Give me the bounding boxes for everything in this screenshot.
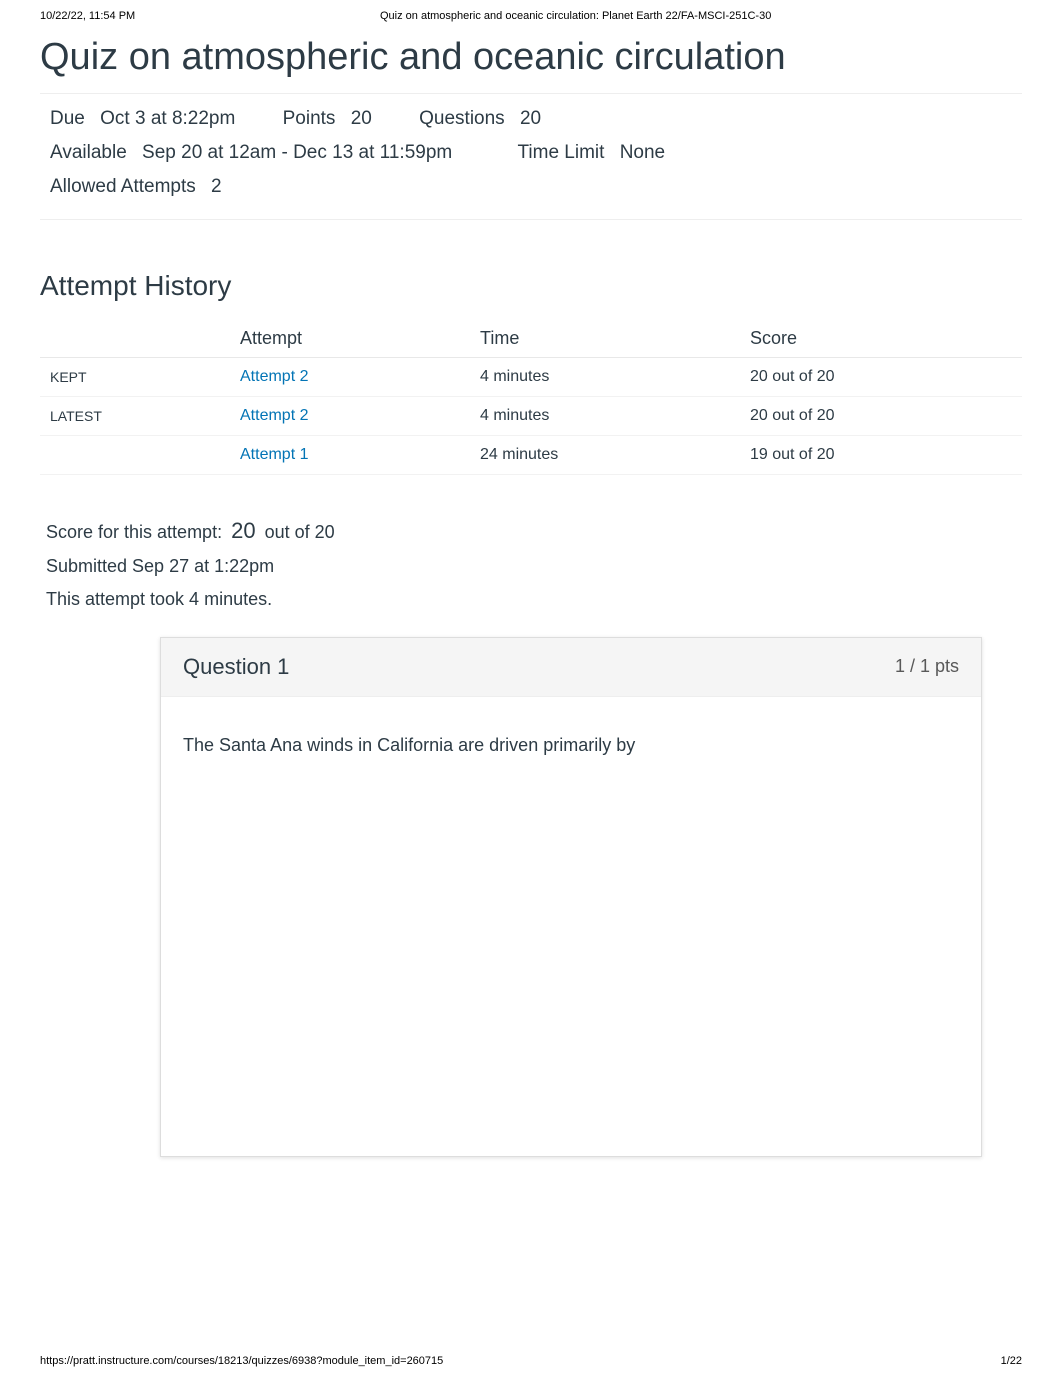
available-group: Available Sep 20 at 12am - Dec 13 at 11:… xyxy=(50,142,458,163)
score-line: Score for this attempt: 20 out of 20 xyxy=(46,511,1016,551)
print-footer: https://pratt.instructure.com/courses/18… xyxy=(40,1355,1022,1367)
row-score: 19 out of 20 xyxy=(740,435,1022,474)
points-value: 20 xyxy=(351,108,372,129)
row-score: 20 out of 20 xyxy=(740,357,1022,396)
col-time: Time xyxy=(470,320,740,358)
due-label: Due xyxy=(50,108,85,129)
available-value: Sep 20 at 12am - Dec 13 at 11:59pm xyxy=(142,142,452,163)
quiz-meta-row-1: Due Oct 3 at 8:22pm Points 20 Questions … xyxy=(50,102,1012,136)
footer-url: https://pratt.instructure.com/courses/18… xyxy=(40,1355,443,1367)
page-title: Quiz on atmospheric and oceanic circulat… xyxy=(40,36,1022,79)
attempt-history-title: Attempt History xyxy=(40,270,1022,302)
available-label: Available xyxy=(50,142,127,163)
attempt-link[interactable]: Attempt 2 xyxy=(240,407,308,424)
submitted-line: Submitted Sep 27 at 1:22pm xyxy=(46,550,1016,582)
col-score: Score xyxy=(740,320,1022,358)
quiz-meta-row-2: Available Sep 20 at 12am - Dec 13 at 11:… xyxy=(50,136,1012,170)
allowed-label: Allowed Attempts xyxy=(50,176,196,197)
attempt-history-table: Attempt Time Score KEPT Attempt 2 4 minu… xyxy=(40,320,1022,475)
print-header: 10/22/22, 11:54 PM Quiz on atmospheric a… xyxy=(0,0,1062,26)
table-row: KEPT Attempt 2 4 minutes 20 out of 20 xyxy=(40,357,1022,396)
allowed-value: 2 xyxy=(211,176,222,197)
main-content: Quiz on atmospheric and oceanic circulat… xyxy=(0,36,1062,1157)
timelimit-label: Time Limit xyxy=(518,142,605,163)
row-tag: KEPT xyxy=(40,357,230,396)
row-tag xyxy=(40,435,230,474)
print-doc-title: Quiz on atmospheric and oceanic circulat… xyxy=(340,10,1022,22)
attempt-link[interactable]: Attempt 1 xyxy=(240,446,308,463)
questions-label: Questions xyxy=(419,108,505,129)
timelimit-value: None xyxy=(620,142,665,163)
print-datetime: 10/22/22, 11:54 PM xyxy=(40,10,340,22)
duration-line: This attempt took 4 minutes. xyxy=(46,583,1016,615)
quiz-meta: Due Oct 3 at 8:22pm Points 20 Questions … xyxy=(40,93,1022,220)
attempt-link[interactable]: Attempt 2 xyxy=(240,368,308,385)
col-tag xyxy=(40,320,230,358)
table-row: Attempt 1 24 minutes 19 out of 20 xyxy=(40,435,1022,474)
table-header-row: Attempt Time Score xyxy=(40,320,1022,358)
quiz-meta-row-3: Allowed Attempts 2 xyxy=(50,170,1012,204)
question-card: Question 1 1 / 1 pts The Santa Ana winds… xyxy=(160,637,982,1157)
questions-value: 20 xyxy=(520,108,541,129)
row-time: 4 minutes xyxy=(470,396,740,435)
timelimit-group: Time Limit None xyxy=(518,142,666,163)
questions-group: Questions 20 xyxy=(419,108,541,129)
score-prefix: Score for this attempt: xyxy=(46,522,222,542)
points-label: Points xyxy=(283,108,336,129)
question-header: Question 1 1 / 1 pts xyxy=(161,638,981,697)
question-title: Question 1 xyxy=(183,654,289,680)
row-time: 24 minutes xyxy=(470,435,740,474)
due-value: Oct 3 at 8:22pm xyxy=(100,108,235,129)
question-body: The Santa Ana winds in California are dr… xyxy=(161,697,981,1156)
score-value: 20 xyxy=(231,518,255,543)
points-group: Points 20 xyxy=(283,108,378,129)
row-score: 20 out of 20 xyxy=(740,396,1022,435)
col-attempt: Attempt xyxy=(230,320,470,358)
row-time: 4 minutes xyxy=(470,357,740,396)
table-row: LATEST Attempt 2 4 minutes 20 out of 20 xyxy=(40,396,1022,435)
allowed-group: Allowed Attempts 2 xyxy=(50,176,222,197)
due-group: Due Oct 3 at 8:22pm xyxy=(50,108,241,129)
attempt-summary: Score for this attempt: 20 out of 20 Sub… xyxy=(40,511,1022,615)
row-tag: LATEST xyxy=(40,396,230,435)
score-suffix: out of 20 xyxy=(265,522,335,542)
question-points: 1 / 1 pts xyxy=(895,656,959,677)
footer-page: 1/22 xyxy=(1001,1355,1022,1367)
